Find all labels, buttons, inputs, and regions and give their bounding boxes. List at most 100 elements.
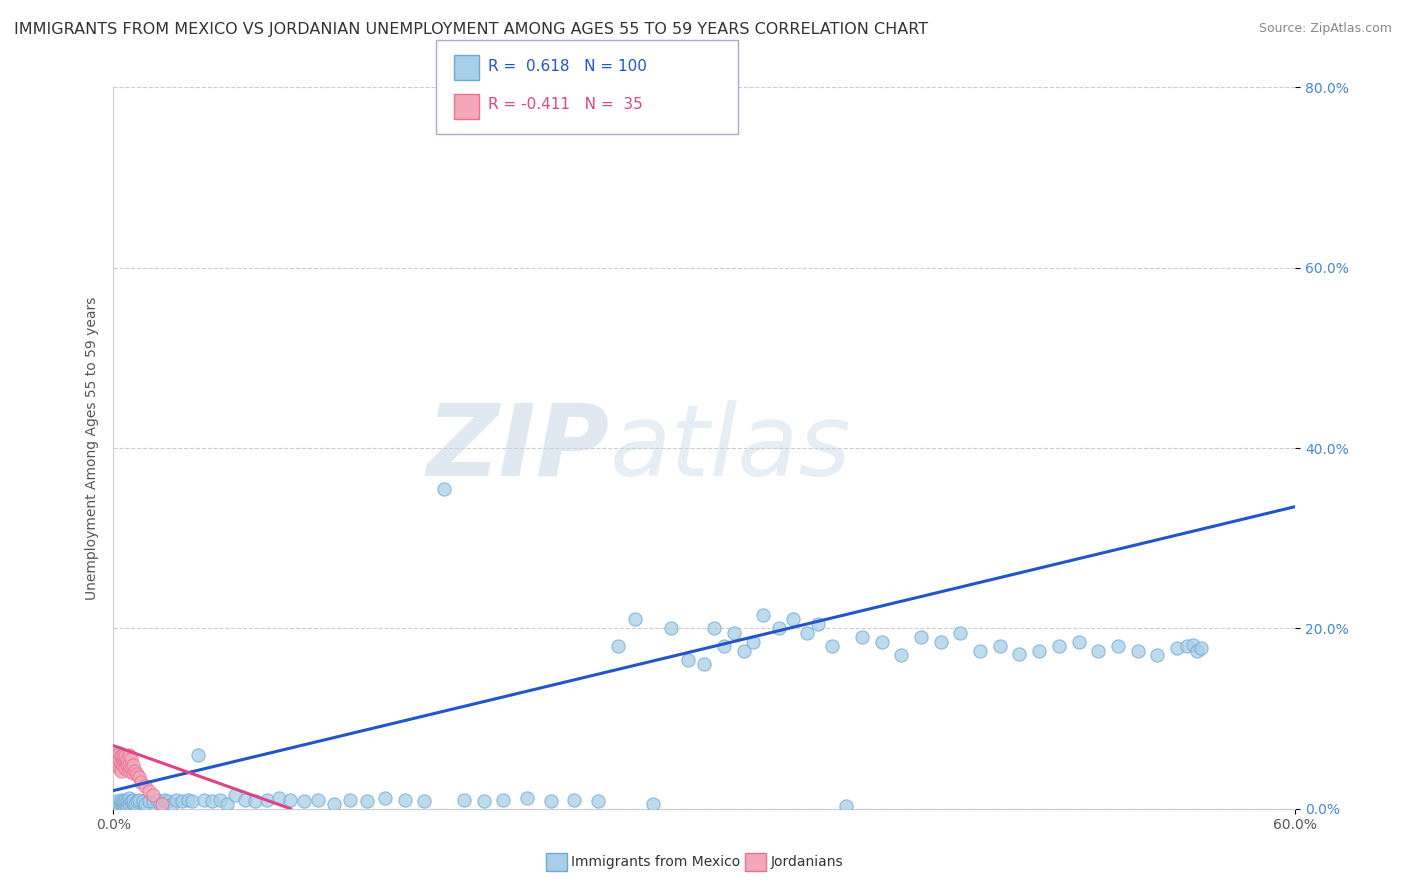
Text: Jordanians: Jordanians: [770, 855, 844, 869]
Point: [115, 758, 138, 772]
Point: [120, 752, 142, 766]
Point: [586, 795, 609, 809]
Point: [124, 797, 146, 812]
Point: [118, 764, 141, 778]
Point: [356, 795, 378, 809]
Point: [851, 631, 873, 645]
Point: [112, 795, 135, 809]
Point: [322, 797, 344, 812]
Point: [124, 764, 146, 778]
Point: [128, 770, 150, 784]
Point: [1181, 638, 1204, 652]
Point: [112, 802, 135, 816]
Point: [890, 648, 912, 663]
Point: [821, 640, 844, 654]
Point: [233, 792, 256, 806]
Text: IMMIGRANTS FROM MEXICO VS JORDANIAN UNEMPLOYMENT AMONG AGES 55 TO 59 YEARS CORRE: IMMIGRANTS FROM MEXICO VS JORDANIAN UNEM…: [14, 22, 928, 37]
Point: [243, 795, 266, 809]
Point: [142, 795, 165, 809]
Point: [472, 795, 495, 809]
Point: [307, 792, 329, 806]
Point: [433, 482, 456, 496]
Point: [122, 797, 145, 812]
Point: [122, 792, 145, 806]
Point: [125, 767, 148, 781]
Point: [374, 790, 396, 805]
Point: [162, 797, 184, 812]
Point: [280, 792, 302, 806]
Point: [104, 797, 127, 812]
Point: [152, 797, 174, 812]
Point: [138, 795, 160, 809]
Point: [208, 792, 231, 806]
Point: [114, 797, 136, 812]
Point: [1047, 640, 1070, 654]
Text: R = -0.411   N =  35: R = -0.411 N = 35: [488, 97, 643, 112]
Point: [1028, 644, 1050, 658]
Point: [742, 635, 765, 649]
Point: [108, 761, 131, 775]
Point: [988, 640, 1011, 654]
Point: [108, 752, 131, 766]
Point: [177, 792, 200, 806]
Point: [112, 747, 135, 762]
Point: [292, 795, 315, 809]
Point: [114, 792, 136, 806]
Point: [118, 790, 141, 805]
Point: [112, 752, 135, 766]
Point: [807, 616, 830, 631]
Point: [796, 625, 818, 640]
Point: [929, 635, 952, 649]
Point: [110, 797, 132, 812]
Point: [201, 795, 224, 809]
Point: [1166, 641, 1188, 656]
Point: [138, 783, 160, 797]
Point: [1146, 648, 1168, 663]
Text: Source: ZipAtlas.com: Source: ZipAtlas.com: [1258, 22, 1392, 36]
Point: [713, 640, 735, 654]
Point: [1067, 635, 1090, 649]
Point: [114, 755, 136, 769]
Point: [118, 747, 141, 762]
Point: [641, 797, 664, 812]
Point: [149, 797, 172, 812]
Point: [105, 747, 128, 762]
Text: Immigrants from Mexico: Immigrants from Mexico: [571, 855, 740, 869]
Point: [129, 774, 152, 789]
Point: [1008, 647, 1031, 661]
Point: [768, 621, 790, 635]
Point: [659, 621, 682, 635]
Point: [492, 792, 515, 806]
Point: [562, 792, 585, 806]
Point: [104, 752, 127, 766]
Point: [122, 765, 145, 780]
Point: [165, 792, 187, 806]
Point: [115, 795, 138, 809]
Point: [122, 758, 145, 772]
Point: [120, 761, 142, 775]
Point: [128, 792, 150, 806]
Point: [453, 792, 475, 806]
Point: [172, 795, 194, 809]
Point: [413, 795, 436, 809]
Point: [267, 790, 290, 805]
Point: [105, 795, 128, 809]
Point: [1107, 640, 1129, 654]
Point: [110, 764, 132, 778]
Point: [112, 797, 135, 812]
Point: [181, 795, 204, 809]
Point: [104, 756, 127, 771]
Point: [969, 644, 991, 658]
Point: [217, 797, 239, 812]
Point: [105, 758, 128, 772]
Point: [142, 788, 165, 802]
Point: [540, 795, 562, 809]
Point: [132, 795, 155, 809]
Point: [115, 799, 138, 814]
Point: [110, 756, 132, 771]
Y-axis label: Unemployment Among Ages 55 to 59 years: Unemployment Among Ages 55 to 59 years: [86, 296, 100, 599]
Point: [693, 657, 716, 672]
Point: [733, 644, 755, 658]
Text: R =  0.618   N = 100: R = 0.618 N = 100: [488, 59, 647, 74]
Point: [153, 792, 176, 806]
